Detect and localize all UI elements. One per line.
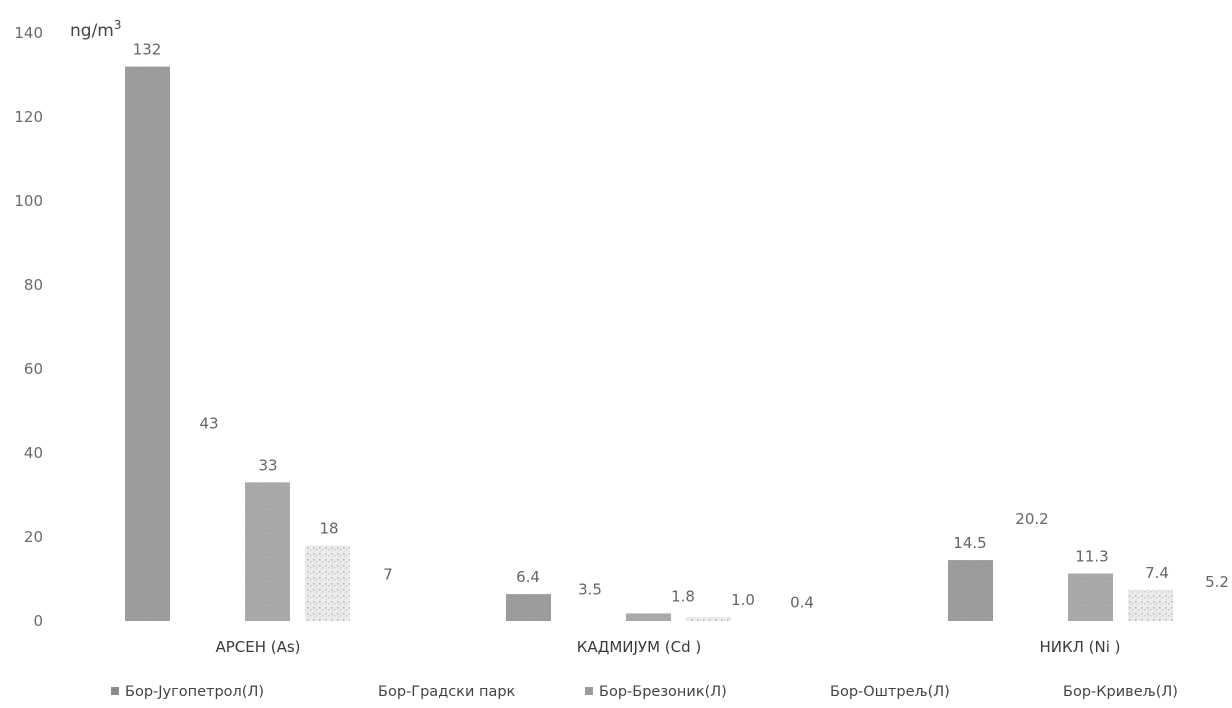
y-tick-label: 120	[14, 108, 43, 126]
y-tick-label: 40	[24, 444, 43, 462]
legend: Бор-Југопетрол(Л) Бор-Градски парк Бор-Бре…	[111, 684, 1178, 700]
category-label: НИКЛ (Ni )	[1039, 638, 1120, 656]
bar-texture	[506, 594, 551, 621]
data-label: 18	[319, 519, 338, 537]
y-tick-label: 80	[24, 276, 43, 294]
legend-entry: Бор-Југопетрол(Л)	[125, 684, 264, 700]
y-axis: 0 20 40 60 80 100 120 140	[14, 24, 43, 630]
data-label: 33	[258, 456, 277, 474]
bar-texture	[125, 66, 170, 622]
bar-texture	[245, 482, 290, 621]
data-labels: 132 6.4 14.5 43 3.5 20.2 33 1.8 11.3 18 1.0 7.4 7 0.4…	[133, 41, 1229, 612]
data-label: 43	[199, 414, 218, 432]
legend-entry: Бор-Градски парк	[378, 684, 516, 700]
data-label: 11.3	[1075, 548, 1108, 566]
bar-4-3	[1128, 589, 1173, 621]
data-label: 5.2	[1205, 573, 1229, 591]
data-label: 7.4	[1145, 564, 1169, 582]
bar-texture	[626, 613, 671, 621]
data-label: 1.8	[671, 587, 695, 605]
bars	[125, 66, 1173, 622]
data-label: 0.4	[790, 593, 814, 611]
data-label: 6.4	[516, 568, 540, 586]
data-label: 20.2	[1015, 510, 1048, 528]
bar-4-1	[305, 545, 350, 621]
y-tick-label: 100	[14, 192, 43, 210]
data-label: 3.5	[578, 580, 602, 598]
data-label: 7	[383, 566, 393, 584]
bar-texture	[1068, 573, 1113, 621]
unit-label: ng/m3	[70, 18, 122, 41]
data-label: 14.5	[953, 534, 986, 552]
x-axis-categories: АРСЕН (As) КАДМИЈУМ (Cd ) НИКЛ (Ni )	[215, 638, 1120, 656]
bar-4-2	[686, 616, 731, 621]
category-label: АРСЕН (As)	[215, 638, 300, 656]
y-tick-label: 0	[33, 612, 43, 630]
legend-marker	[111, 687, 119, 695]
legend-entry: Бор-Брезоник(Л)	[599, 684, 727, 700]
data-label: 132	[133, 41, 162, 59]
data-label: 1.0	[731, 591, 755, 609]
category-label: КАДМИЈУМ (Cd )	[577, 638, 702, 656]
y-tick-label: 60	[24, 360, 43, 378]
legend-entry: Бор-Оштрељ(Л)	[830, 684, 950, 700]
legend-entry: Бор-Кривељ(Л)	[1063, 684, 1178, 700]
legend-marker	[585, 687, 593, 695]
y-tick-label: 20	[24, 528, 43, 546]
y-tick-label: 140	[14, 24, 43, 42]
bar-texture	[948, 560, 993, 621]
